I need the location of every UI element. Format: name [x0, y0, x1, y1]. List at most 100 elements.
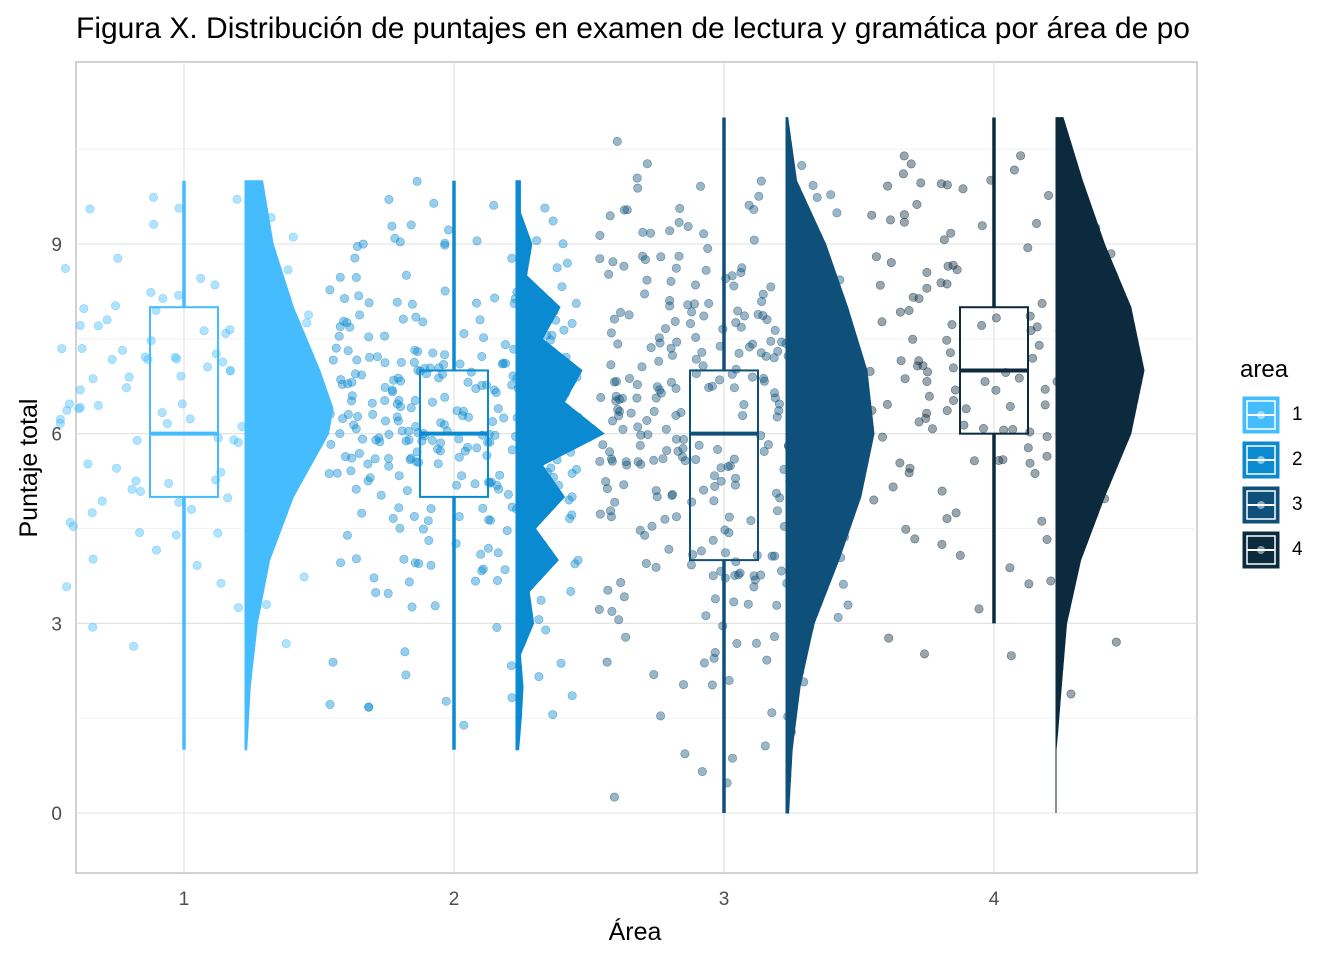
data-point: [660, 324, 670, 334]
data-point: [689, 299, 699, 309]
data-point: [218, 357, 228, 367]
data-point: [396, 357, 406, 367]
data-point: [977, 320, 987, 330]
data-point: [1016, 151, 1026, 161]
data-point: [683, 300, 693, 310]
data-point: [942, 406, 952, 416]
data-point: [433, 459, 443, 469]
data-point: [762, 655, 772, 665]
data-point: [541, 625, 551, 635]
data-point: [942, 279, 952, 289]
data-point: [1009, 165, 1019, 175]
data-point: [660, 514, 670, 524]
data-point: [335, 272, 345, 282]
boxplot-area-1: [149, 180, 219, 750]
data-point: [129, 641, 139, 651]
data-point: [77, 343, 87, 353]
data-point: [687, 497, 697, 507]
legend: area 1 2 3 4: [1240, 356, 1303, 572]
data-point: [392, 297, 402, 307]
data-point: [495, 470, 505, 480]
data-point: [351, 554, 361, 564]
data-point: [233, 437, 243, 447]
data-point: [398, 314, 408, 324]
data-point: [671, 512, 681, 522]
data-point: [948, 395, 958, 405]
data-point: [372, 352, 382, 362]
data-point: [364, 352, 374, 362]
data-point: [908, 292, 918, 302]
data-point: [610, 497, 620, 507]
data-point: [146, 287, 156, 297]
data-point: [730, 480, 740, 490]
x-tick-label: 1: [179, 889, 190, 910]
data-point: [942, 180, 952, 190]
data-point: [485, 515, 495, 525]
data-point: [609, 377, 619, 387]
data-point: [727, 753, 737, 763]
data-point: [407, 602, 417, 612]
data-point: [686, 560, 696, 570]
data-point: [674, 218, 684, 228]
data-point: [598, 440, 608, 450]
data-point: [454, 512, 464, 522]
data-point: [536, 595, 546, 605]
data-point: [423, 516, 433, 526]
data-point: [472, 443, 482, 453]
data-point: [906, 159, 916, 169]
data-point: [406, 453, 416, 463]
data-point: [744, 342, 754, 352]
data-point: [492, 575, 502, 585]
data-point: [570, 559, 580, 569]
data-point: [697, 767, 707, 777]
data-point: [335, 322, 345, 332]
data-point: [635, 525, 645, 535]
data-point: [769, 353, 779, 363]
data-point: [357, 370, 367, 380]
data-point: [632, 393, 642, 403]
data-point: [594, 604, 604, 614]
data-point: [646, 228, 656, 238]
data-point: [910, 534, 920, 544]
data-point: [832, 208, 842, 218]
data-point: [404, 435, 414, 445]
data-point: [671, 434, 681, 444]
data-point: [211, 349, 221, 359]
data-point: [947, 320, 957, 330]
data-point: [727, 271, 737, 281]
data-point: [1034, 340, 1044, 350]
data-point: [916, 178, 926, 188]
data-point: [724, 528, 734, 538]
data-point: [567, 492, 577, 502]
data-point: [912, 361, 922, 371]
data-point: [729, 383, 739, 393]
data-point: [502, 526, 512, 536]
data-point: [937, 539, 947, 549]
data-point: [88, 622, 98, 632]
data-point: [463, 412, 473, 422]
data-point: [443, 225, 453, 235]
density-area-1: [244, 180, 334, 751]
data-point: [490, 430, 500, 440]
data-point: [731, 557, 741, 567]
data-point: [725, 461, 735, 471]
data-point: [459, 720, 469, 730]
density-area-3: [785, 117, 875, 814]
data-point: [883, 181, 893, 191]
data-point: [435, 446, 445, 456]
y-axis-title: Puntaje total: [15, 399, 43, 538]
data-point: [633, 183, 643, 193]
data-point: [633, 457, 643, 467]
data-point: [463, 377, 473, 387]
data-point: [548, 216, 558, 226]
data-point: [602, 484, 612, 494]
data-point: [187, 504, 197, 514]
data-point: [380, 396, 390, 406]
data-point: [774, 406, 784, 416]
data-point: [397, 426, 407, 436]
data-point: [363, 459, 373, 469]
data-point: [710, 481, 720, 491]
data-point: [605, 211, 615, 221]
data-point: [507, 445, 517, 455]
